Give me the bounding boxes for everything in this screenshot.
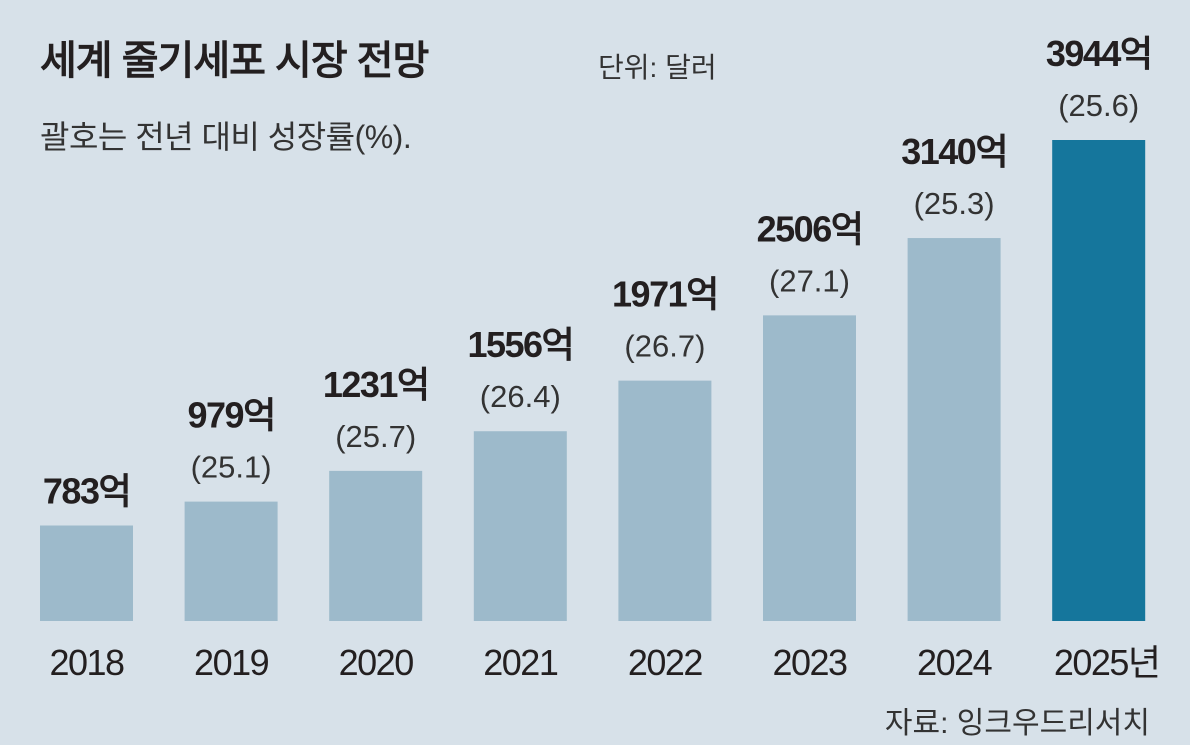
x-tick-label: 2019 <box>194 642 269 683</box>
value-label: 2506억 <box>757 208 863 249</box>
x-tick-label: 2018 <box>49 642 124 683</box>
unit-label: 단위: 달러 <box>598 52 717 83</box>
x-tick-label: 2024 <box>917 642 992 683</box>
value-label: 783억 <box>43 471 130 512</box>
value-label: 1231억 <box>323 364 429 405</box>
value-label: 3140억 <box>901 131 1007 172</box>
chart-subtitle: 괄호는 전년 대비 성장률(%). <box>40 119 412 155</box>
x-tick-label: 2020 <box>339 642 414 683</box>
growth-label: (26.4) <box>480 379 561 414</box>
bar-2023 <box>763 315 856 621</box>
growth-label: (26.7) <box>624 329 705 364</box>
bar-2022 <box>618 380 712 621</box>
bar-2019 <box>184 501 278 621</box>
bar-2025년 <box>1052 140 1146 621</box>
chart-title: 세계 줄기세포 시장 전망 <box>40 39 429 83</box>
growth-label: (25.1) <box>191 450 272 485</box>
value-label: 1971억 <box>612 274 718 315</box>
x-tick-label: 2025년 <box>1054 642 1160 683</box>
value-label: 3944억 <box>1046 33 1152 74</box>
bar-2018 <box>40 525 133 621</box>
growth-label: (25.7) <box>335 419 416 454</box>
x-tick-label: 2023 <box>772 642 847 683</box>
bar-2024 <box>907 238 1001 621</box>
growth-label: (25.3) <box>914 186 995 221</box>
source-note: 자료: 잉크우드리서치 <box>884 707 1150 740</box>
x-tick-label: 2022 <box>628 642 703 683</box>
bar-2020 <box>329 470 423 621</box>
bar-2021 <box>473 431 567 621</box>
growth-label: (27.1) <box>769 263 850 298</box>
value-label: 979억 <box>188 395 275 436</box>
x-tick-label: 2021 <box>483 642 558 683</box>
growth-label: (25.6) <box>1058 88 1139 123</box>
value-label: 1556억 <box>467 324 573 365</box>
